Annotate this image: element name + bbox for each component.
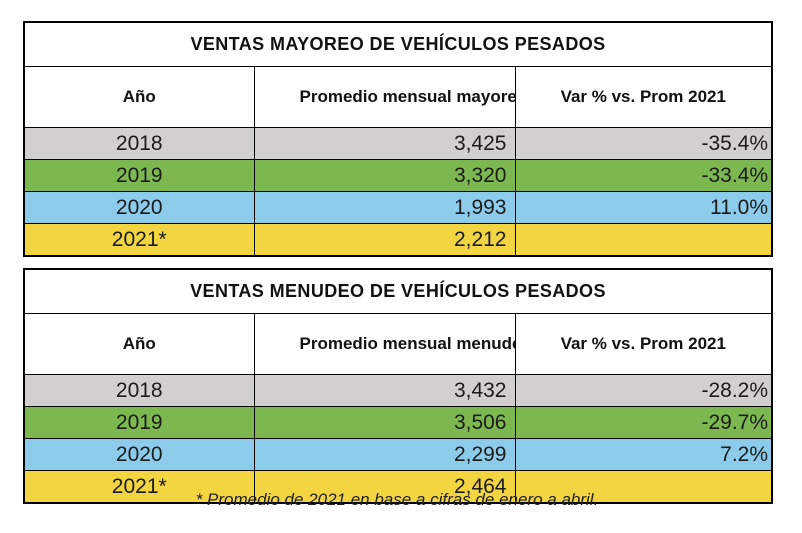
menudeo-col-header-ano: Año — [23, 313, 255, 375]
var-cell — [514, 223, 773, 257]
avg-cell: 2,299 — [253, 438, 516, 471]
year-cell: 2020 — [23, 438, 255, 471]
year-cell: 2018 — [23, 374, 255, 407]
avg-cell: 2,464 — [253, 470, 516, 504]
mayoreo-col-header-promedio-text: Promedio mensual mayoreo — [299, 87, 515, 107]
var-cell: -28.2% — [514, 374, 773, 407]
table-row-mayoreo-2019: 2019 3,320 -33.4% — [23, 159, 773, 192]
year-cell: 2018 — [23, 127, 255, 160]
menudeo-table: VENTAS MENUDEO DE VEHÍCULOS PESADOS Año … — [23, 268, 774, 504]
mayoreo-col-header-ano: Año — [23, 66, 255, 128]
menudeo-header-row: Año Promedio mensual menudeo Var % vs. P… — [23, 313, 773, 375]
menudeo-title-row: VENTAS MENUDEO DE VEHÍCULOS PESADOS — [23, 268, 773, 314]
var-cell: -29.7% — [514, 406, 773, 439]
var-cell: -35.4% — [514, 127, 773, 160]
table-row-menudeo-2020: 2020 2,299 7.2% — [23, 438, 773, 471]
mayoreo-header-row: Año Promedio mensual mayoreo Var % vs. P… — [23, 66, 773, 128]
table-row-mayoreo-2020: 2020 1,993 11.0% — [23, 191, 773, 224]
avg-cell: 3,432 — [253, 374, 516, 407]
menudeo-col-header-promedio: Promedio mensual menudeo — [253, 313, 516, 375]
table-row-menudeo-2019: 2019 3,506 -29.7% — [23, 406, 773, 439]
var-cell: 7.2% — [514, 438, 773, 471]
footnote: * Promedio de 2021 en base a cifras de e… — [195, 490, 599, 509]
avg-cell: 3,425 — [253, 127, 516, 160]
avg-cell: 1,993 — [253, 191, 516, 224]
menudeo-col-header-promedio-text: Promedio mensual menudeo — [299, 334, 515, 354]
table-row-mayoreo-2018: 2018 3,425 -35.4% — [23, 127, 773, 160]
menudeo-col-header-var: Var % vs. Prom 2021 — [514, 313, 773, 375]
table-row-menudeo-2018: 2018 3,432 -28.2% — [23, 374, 773, 407]
avg-cell: 3,320 — [253, 159, 516, 192]
mayoreo-col-header-promedio: Promedio mensual mayoreo — [253, 66, 516, 128]
mayoreo-table-title: VENTAS MAYOREO DE VEHÍCULOS PESADOS — [23, 21, 773, 67]
year-cell: 2019 — [23, 159, 255, 192]
menudeo-table-title: VENTAS MENUDEO DE VEHÍCULOS PESADOS — [23, 268, 773, 314]
year-cell: 2020 — [23, 191, 255, 224]
year-cell: 2019 — [23, 406, 255, 439]
var-cell — [514, 470, 773, 504]
avg-cell: 3,506 — [253, 406, 516, 439]
year-cell: 2021* — [23, 223, 255, 257]
mayoreo-title-row: VENTAS MAYOREO DE VEHÍCULOS PESADOS — [23, 21, 773, 67]
avg-cell: 2,212 — [253, 223, 516, 257]
var-cell: -33.4% — [514, 159, 773, 192]
year-cell: 2021* — [23, 470, 255, 504]
table-row-menudeo-2021: 2021* 2,464 — [23, 470, 773, 504]
var-cell: 11.0% — [514, 191, 773, 224]
mayoreo-table: VENTAS MAYOREO DE VEHÍCULOS PESADOS Año … — [23, 21, 774, 257]
table-row-mayoreo-2021: 2021* 2,212 — [23, 223, 773, 257]
mayoreo-col-header-var: Var % vs. Prom 2021 — [514, 66, 773, 128]
